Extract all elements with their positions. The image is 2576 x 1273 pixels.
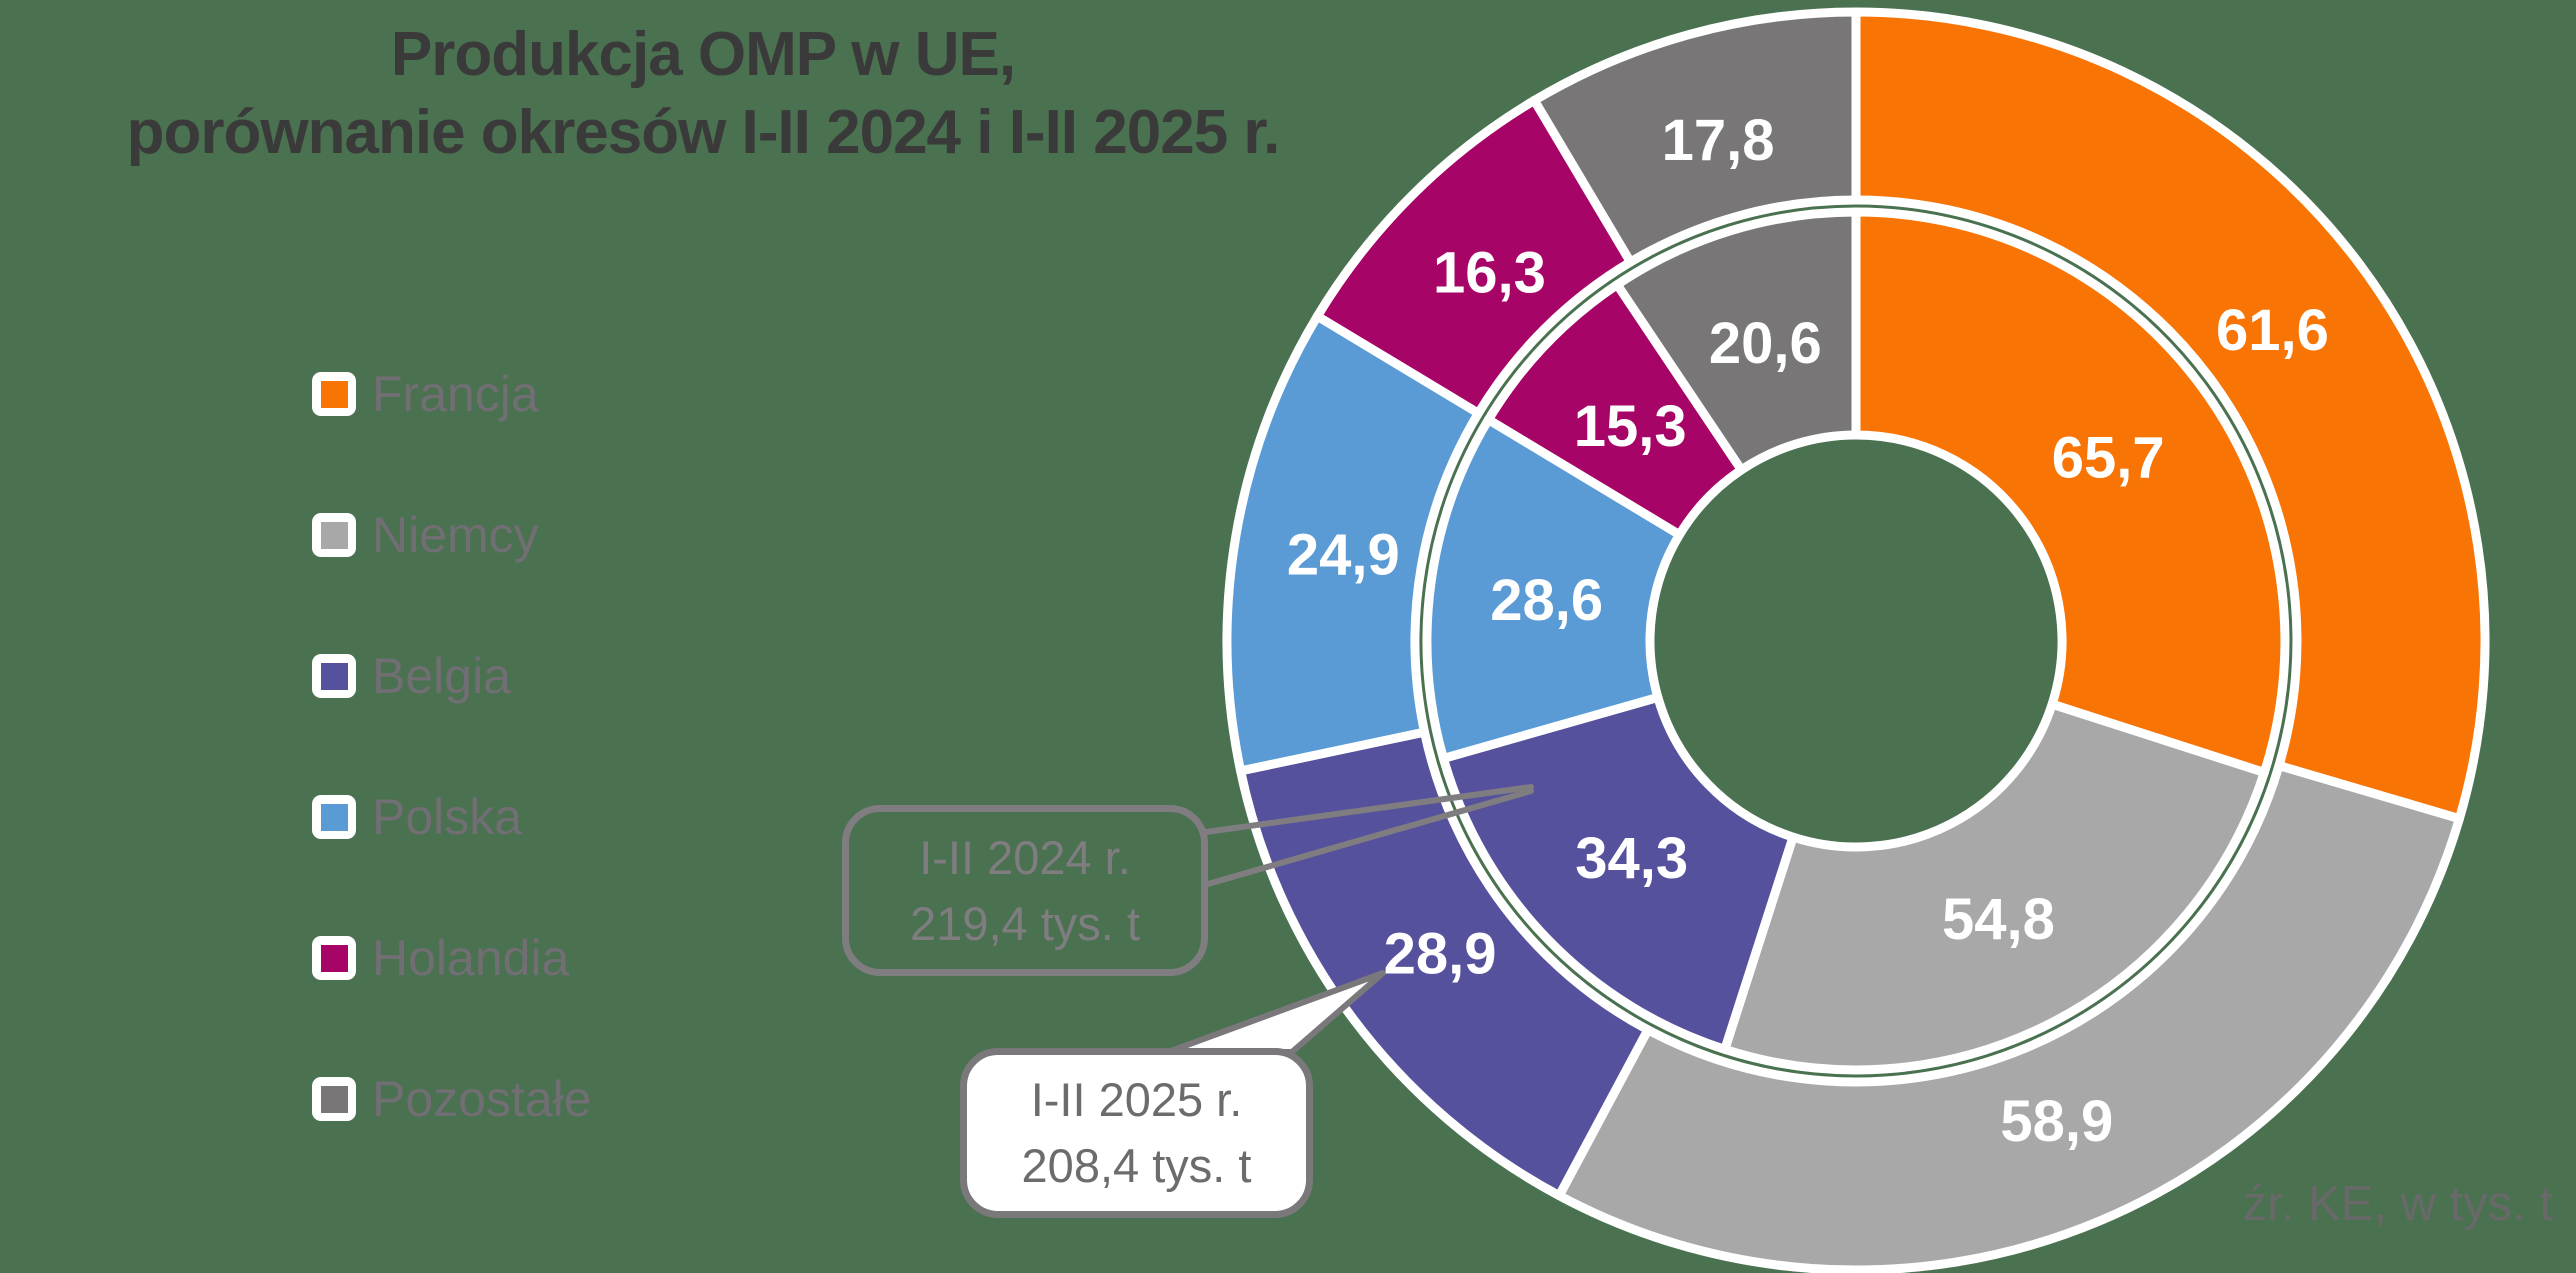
legend-label: Polska — [372, 789, 523, 845]
legend-label: Niemcy — [372, 507, 539, 563]
slice-label-inner-belgia: 34,3 — [1575, 826, 1688, 891]
chart-title: Produkcja OMP w UE, porównanie okresów I… — [10, 16, 1396, 172]
callout-2025: I-II 2025 r. 208,4 tys. t — [960, 1048, 1313, 1218]
slice-inner-francja — [1851, 207, 2290, 777]
slice-label-outer-belgia: 28,9 — [1384, 921, 1497, 986]
legend-item-pozostałe: Pozostałe — [312, 1071, 592, 1127]
slice-label-outer-polska: 24,9 — [1287, 523, 1400, 588]
legend-label: Francja — [372, 366, 539, 422]
slice-label-outer-francja: 61,6 — [2216, 298, 2329, 363]
callout-2024-period: I-II 2024 r. — [919, 830, 1131, 884]
legend-swatch-color — [320, 944, 348, 972]
legend-swatch-color — [320, 521, 348, 549]
callout-2024-total: 219,4 tys. t — [910, 896, 1140, 950]
callout-2024: I-II 2024 r. 219,4 tys. t — [842, 805, 1208, 976]
legend-label: Belgia — [372, 648, 511, 704]
callout-2024-pointer-line-lower — [1205, 788, 1534, 887]
legend-swatch-color — [320, 662, 348, 690]
slice-label-inner-niemcy: 54,8 — [1942, 887, 2055, 952]
slice-inner-polska — [1422, 415, 1684, 763]
slice-label-inner-holandia: 15,3 — [1574, 394, 1687, 459]
slice-label-outer-niemcy: 58,9 — [2000, 1089, 2113, 1154]
chart-title-line2: porównanie okresów I-II 2024 i I-II 2025… — [126, 98, 1281, 167]
legend-label: Pozostałe — [372, 1071, 592, 1127]
slice-label-inner-francja: 65,7 — [2052, 426, 2165, 491]
slice-outer-pozostałe — [1529, 7, 1861, 267]
chart-title-line1: Produkcja OMP w UE, — [390, 20, 1016, 89]
legend-swatch-icon — [312, 654, 356, 698]
slice-outer-niemcy — [1554, 761, 2464, 1273]
callout-2024-pointer-line-upper — [1203, 784, 1534, 835]
slice-inner-pozostałe — [1612, 207, 1861, 475]
slice-label-inner-pozostałe: 20,6 — [1709, 311, 1822, 376]
legend-item-francja: Francja — [312, 366, 592, 422]
callout-2025-total: 208,4 tys. t — [1021, 1139, 1252, 1192]
legend-item-polska: Polska — [312, 789, 592, 845]
slice-label-outer-holandia: 16,3 — [1433, 241, 1546, 306]
legend-swatch-color — [320, 1085, 348, 1113]
slice-label-outer-pozostałe: 17,8 — [1662, 108, 1775, 173]
legend-item-holandia: Holandia — [312, 930, 592, 986]
source-note: źr. KE, w tys. t — [2242, 1177, 2553, 1231]
legend-item-belgia: Belgia — [312, 648, 592, 704]
legend-swatch-icon — [312, 936, 356, 980]
legend-swatch-color — [320, 380, 348, 408]
legend: Francja Niemcy Belgia Polska Holandia Pozosta… — [312, 366, 592, 1127]
legend-swatch-color — [320, 803, 348, 831]
legend-swatch-icon — [312, 1077, 356, 1121]
callout-2025-period: I-II 2025 r. — [1030, 1073, 1243, 1126]
legend-item-niemcy: Niemcy — [312, 507, 592, 563]
legend-swatch-icon — [312, 513, 356, 557]
legend-swatch-icon — [312, 372, 356, 416]
slice-inner-niemcy — [1720, 699, 2269, 1075]
slice-label-inner-polska: 28,6 — [1490, 568, 1603, 633]
legend-label: Holandia — [372, 930, 570, 986]
slice-outer-francja — [1851, 7, 2490, 824]
legend-swatch-icon — [312, 795, 356, 839]
